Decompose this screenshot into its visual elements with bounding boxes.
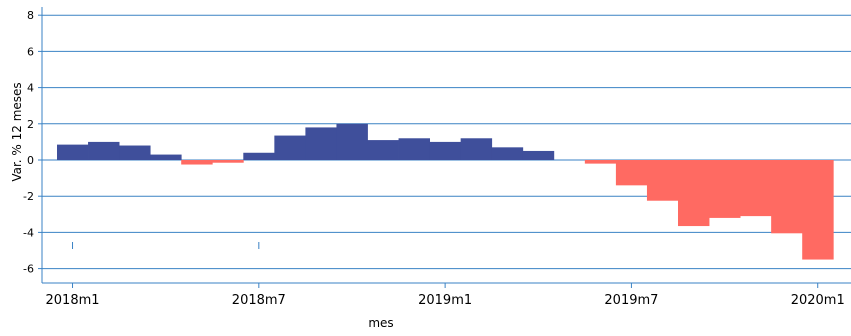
bar-2018m12 [398,138,430,160]
bar-2019m4 [522,150,555,160]
bar-2018m7 [243,152,275,160]
bar-2019m6 [584,160,617,164]
bar-2019m7 [615,160,648,186]
bar-2019m3 [491,147,524,160]
x-axis-ticks: 2018m1 2018m7 2019m1 2019m7 2020m1 [46,283,845,308]
y-axis-ticks: 8 6 4 2 0 -2 -4 -6 [23,9,42,276]
bar-2018m4 [150,154,182,160]
x-tick-label: 2019m7 [604,293,658,308]
y-tick-label: 2 [27,118,34,131]
bar-2019m12 [771,160,803,234]
y-tick-label: 0 [27,154,34,167]
bar-2020m1 [802,160,834,260]
bar-2018m11 [367,140,399,160]
y-tick-label: -2 [23,190,34,203]
bar-2018m6 [212,160,244,163]
bar-2019m11 [740,160,772,217]
bar-2018m1 [57,144,89,160]
x-axis-label: mes [368,316,393,330]
x-tick-label: 2020m1 [791,293,845,308]
x-tick-label: 2019m1 [418,293,472,308]
bar-2019m9 [678,160,710,227]
y-tick-label: -6 [23,263,34,276]
axes [41,7,851,284]
y-tick-label: 4 [27,82,34,95]
bar-2018m5 [181,160,213,165]
bar-2018m3 [119,145,151,160]
x-tick-label: 2018m7 [232,293,286,308]
bar-2018m8 [274,135,306,160]
bar-2018m2 [88,141,120,160]
y-axis-label: Var. % 12 meses [10,82,24,181]
y-tick-label: -4 [23,226,34,239]
bar-2019m1 [429,141,462,160]
y-tick-label: 8 [27,9,34,22]
y-tick-label: 6 [27,45,34,58]
bar-2018m9 [305,127,337,160]
x-tick-label: 2018m1 [46,293,100,308]
bar-2019m10 [709,160,741,218]
bar-2019m8 [646,160,679,201]
bars [57,123,834,260]
small-marks [72,242,260,249]
bar-2018m10 [336,123,368,160]
bar-2019m2 [460,138,493,160]
